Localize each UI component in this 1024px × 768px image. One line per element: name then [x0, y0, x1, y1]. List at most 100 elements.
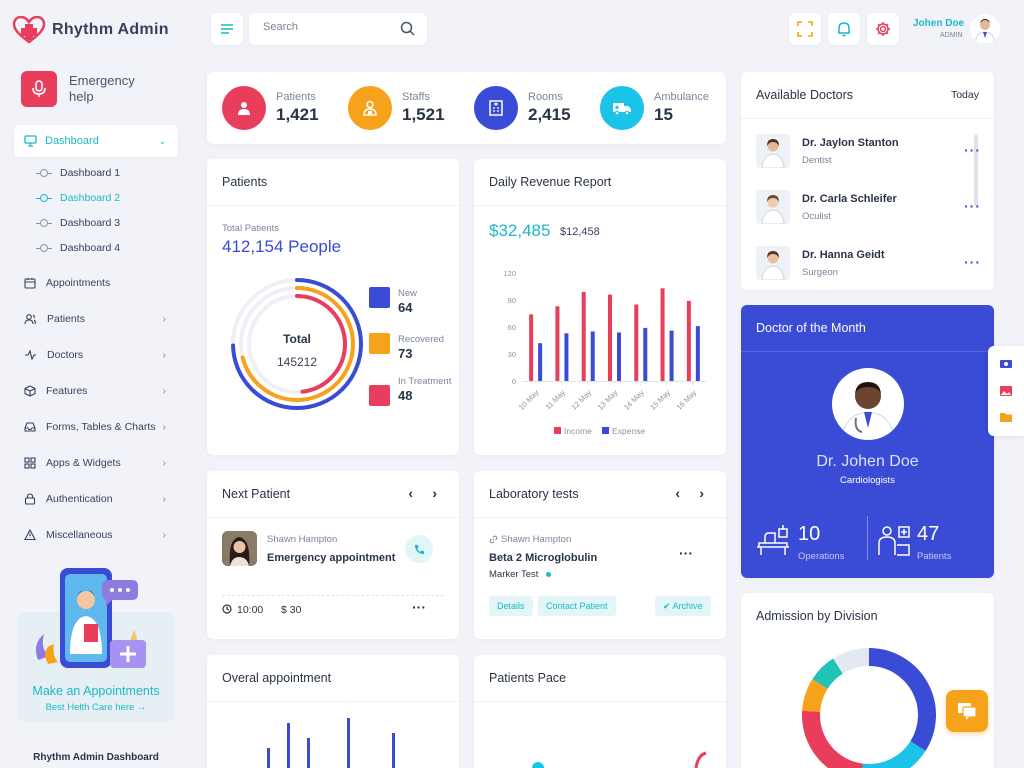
patient-avatar: [222, 531, 257, 566]
heart-cross-icon: [12, 16, 46, 44]
nav-label: Features: [46, 385, 88, 397]
revenue-amount: $32,485: [489, 221, 551, 240]
nav-item-features[interactable]: Features ›: [24, 373, 174, 409]
more-icon[interactable]: ···: [964, 142, 981, 158]
laboratory-tests-card: Laboratory tests ‹ › Shawn Hampton Beta …: [474, 471, 726, 639]
subnav-dashboard-3[interactable]: Dashboard 3: [36, 210, 120, 235]
stat-rooms[interactable]: Rooms 2,415: [474, 86, 571, 130]
nav-item-miscellaneous[interactable]: Miscellaneous ›: [24, 517, 174, 553]
promo-title: Make an Appointments: [32, 684, 160, 698]
appointment-bar: [307, 738, 310, 768]
operations-label: Operations: [798, 551, 845, 562]
card-title: Doctor of the Month: [756, 321, 866, 335]
dashed-divider: [222, 595, 444, 596]
stat-staffs[interactable]: Staffs 1,521: [348, 86, 445, 130]
legend-value: 73: [398, 346, 413, 361]
doctor-row[interactable]: Dr. Jaylon Stanton Dentist ···: [756, 134, 981, 174]
fullscreen-icon: [797, 21, 813, 37]
next-arrow-icon[interactable]: ›: [432, 485, 437, 501]
patients-label: Patients: [917, 551, 952, 562]
doctor-name: Dr. Jaylon Stanton: [802, 137, 899, 149]
user-name[interactable]: Johen Doe: [913, 18, 965, 29]
image-icon[interactable]: [1000, 386, 1012, 396]
nav-item-dashboard[interactable]: Dashboard ⌄: [14, 125, 178, 157]
y-tick-label: 90: [508, 296, 516, 305]
donut-segment: [833, 648, 870, 674]
alert-triangle-icon: [24, 529, 36, 541]
call-button[interactable]: [405, 535, 433, 563]
nav-item-apps[interactable]: Apps & Widgets ›: [24, 445, 174, 481]
settings-button[interactable]: [867, 13, 899, 45]
more-icon[interactable]: ···: [679, 545, 693, 561]
doctor-photo: [832, 368, 904, 440]
legend-value: 48: [398, 388, 413, 403]
prev-arrow-icon[interactable]: ‹: [675, 485, 680, 501]
y-tick-label: 30: [508, 350, 516, 359]
camera-icon[interactable]: [1000, 358, 1012, 368]
bar-income: [555, 306, 560, 381]
emergency-help-button[interactable]: Emergency help: [21, 71, 149, 107]
search-icon[interactable]: [400, 21, 415, 36]
promo-link[interactable]: Best Helth Care here →: [45, 702, 147, 713]
bar-expense: [617, 332, 621, 381]
doctors-filter[interactable]: Today: [950, 89, 979, 101]
menu-toggle-button[interactable]: [211, 13, 243, 45]
bullet-icon: [36, 193, 52, 202]
prev-arrow-icon[interactable]: ‹: [408, 485, 413, 501]
chat-button[interactable]: [946, 690, 988, 732]
nav-label: Appointments: [46, 277, 111, 289]
more-icon[interactable]: ···: [964, 198, 981, 214]
notifications-button[interactable]: [828, 13, 860, 45]
doctor-row[interactable]: Dr. Hanna Geidt Surgeon ···: [756, 246, 981, 286]
next-patient-card: Next Patient ‹ › Shawn Hampton Emergency…: [207, 471, 459, 639]
card-title: Patients Pace: [489, 671, 567, 685]
donut-center-value: 145212: [276, 355, 318, 369]
fullscreen-button[interactable]: [789, 13, 821, 45]
archive-button[interactable]: ✔ Archive: [655, 596, 711, 616]
activity-icon: [25, 349, 36, 361]
chevron-right-icon: ›: [162, 385, 166, 397]
subnav-dashboard-4[interactable]: Dashboard 4: [36, 235, 120, 260]
appointment-bar: [287, 723, 290, 768]
bar-expense: [590, 331, 595, 381]
bullet-icon: [36, 218, 52, 227]
scrollbar[interactable]: [974, 134, 978, 206]
next-arrow-icon[interactable]: ›: [699, 485, 704, 501]
appointment-reason: Emergency appointment: [267, 552, 396, 564]
nav-item-authentication[interactable]: Authentication ›: [24, 481, 174, 517]
card-title: Admission by Division: [756, 609, 878, 623]
main-nav: Appointments Patients › Doctors › Features…: [24, 265, 174, 553]
microphone-icon: [21, 71, 57, 107]
donut-segment: [868, 648, 936, 751]
overall-appointment-card: Overal appointment: [207, 655, 459, 768]
inbox-icon: [24, 422, 36, 432]
appointment-promo[interactable]: Make an Appointments Best Helth Care her…: [18, 562, 174, 722]
brand-name: Rhythm Admin: [52, 21, 169, 38]
stat-value: 2,415: [528, 105, 571, 124]
stat-ambulance[interactable]: Ambulance 15: [600, 86, 709, 130]
more-icon[interactable]: ···: [964, 254, 981, 270]
subnav-dashboard-2[interactable]: Dashboard 2: [36, 185, 120, 210]
divider: [474, 701, 726, 702]
nav-item-appointments[interactable]: Appointments: [24, 265, 174, 301]
y-tick-label: 60: [508, 323, 516, 332]
folder-icon[interactable]: [1000, 412, 1012, 422]
donut-segment: [802, 710, 864, 768]
lock-icon: [24, 493, 36, 505]
details-button[interactable]: Details: [489, 596, 533, 616]
legend-swatch: [602, 427, 609, 434]
more-icon[interactable]: ···: [412, 599, 426, 615]
nav-item-forms[interactable]: Forms, Tables & Charts ›: [24, 409, 174, 445]
stat-label: Rooms: [528, 91, 563, 103]
subnav-dashboard-1[interactable]: Dashboard 1: [36, 160, 120, 185]
doctor-row[interactable]: Dr. Carla Schleifer Oculist ···: [756, 190, 981, 230]
search-input[interactable]: [263, 21, 393, 33]
nav-item-doctors[interactable]: Doctors ›: [24, 337, 174, 373]
nav-item-patients[interactable]: Patients ›: [24, 301, 174, 337]
patient-care-icon: [878, 526, 910, 556]
doctor-phone-illustration: [36, 568, 146, 668]
brand-logo[interactable]: Rhythm Admin: [12, 16, 169, 44]
stat-patients[interactable]: Patients 1,421: [222, 86, 319, 130]
contact-patient-button[interactable]: Contact Patient: [538, 596, 616, 616]
user-avatar[interactable]: [970, 14, 1000, 44]
